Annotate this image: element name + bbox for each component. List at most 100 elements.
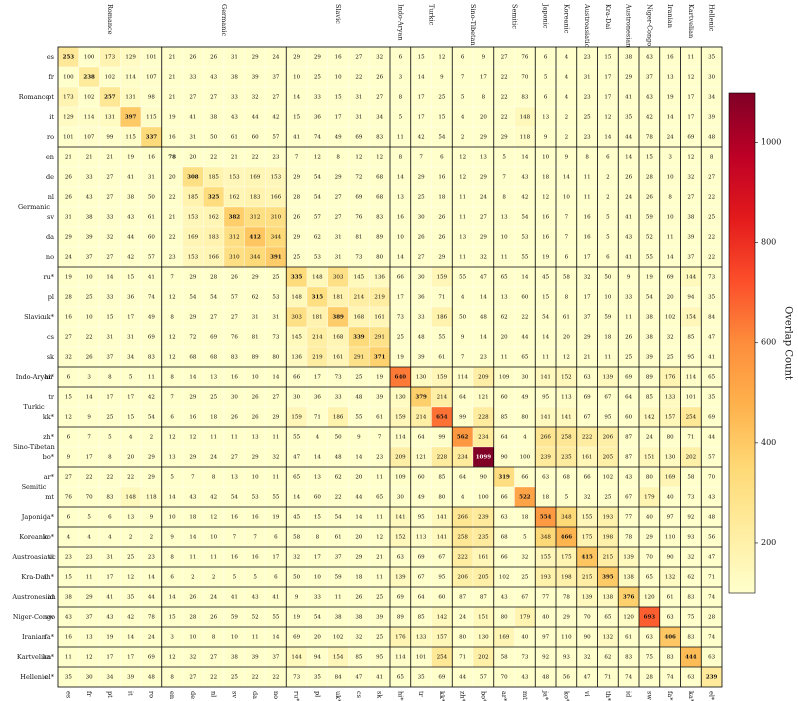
cell-value: 185 <box>208 175 219 181</box>
row-group-label: Niger-Congo <box>13 613 55 621</box>
cell-value: 14 <box>293 495 300 501</box>
row-group-label: Koreanic <box>19 533 49 541</box>
cell-value: 202 <box>478 655 489 661</box>
cell-value: 29 <box>501 135 508 141</box>
cell-value: 74 <box>625 675 632 681</box>
cell-value: 43 <box>65 615 72 621</box>
cell-value: 67 <box>584 415 591 421</box>
cell-value: 37 <box>86 255 93 261</box>
cell-value: 78 <box>625 535 632 541</box>
cell-value: 26 <box>625 335 632 341</box>
cell-value: 130 <box>665 455 676 461</box>
cell-value: 16 <box>65 315 72 321</box>
cell-value: 57 <box>480 675 487 681</box>
cell-value: 24 <box>65 255 72 261</box>
cell-value: 27 <box>376 95 383 101</box>
cell-value: 68 <box>376 175 383 181</box>
cell-value: 8 <box>399 95 403 101</box>
cell-value: 100 <box>520 455 531 461</box>
cell-value: 74 <box>708 595 715 601</box>
cell-value: 2 <box>150 535 154 541</box>
cell-value: 24 <box>272 55 279 61</box>
cell-value: 11 <box>86 575 93 581</box>
column-label: no <box>272 691 280 699</box>
cell-value: 38 <box>210 115 217 121</box>
cell-value: 29 <box>189 275 196 281</box>
cell-value: 26 <box>418 235 425 241</box>
cell-value: 34 <box>106 675 113 681</box>
cell-value: 69 <box>708 415 715 421</box>
cell-value: 34 <box>127 355 134 361</box>
cell-value: 38 <box>646 315 653 321</box>
cell-value: 406 <box>664 635 676 641</box>
cell-value: 17 <box>127 315 134 321</box>
cell-value: 640 <box>395 375 407 381</box>
cell-value: 20 <box>189 155 196 161</box>
column-group-label: Austroasiatic <box>583 3 591 48</box>
cell-value: 71 <box>459 655 466 661</box>
cell-value: 12 <box>438 55 445 61</box>
cell-value: 31 <box>355 115 362 121</box>
cell-value: 11 <box>272 435 279 441</box>
cell-value: 58 <box>293 535 300 541</box>
cell-value: 148 <box>520 115 531 121</box>
cell-value: 48 <box>148 675 155 681</box>
cell-value: 50 <box>335 435 342 441</box>
cell-value: 13 <box>210 375 217 381</box>
cell-value: 89 <box>252 355 259 361</box>
cell-value: 52 <box>646 235 653 241</box>
cell-value: 22 <box>521 315 528 321</box>
cell-value: 48 <box>335 455 342 461</box>
cell-value: 35 <box>708 395 715 401</box>
cell-value: 109 <box>499 375 510 381</box>
cell-value: 159 <box>437 275 448 281</box>
cell-value: 69 <box>438 675 445 681</box>
cell-value: 29 <box>272 415 279 421</box>
cell-value: 97 <box>667 515 674 521</box>
cell-value: 215 <box>582 575 593 581</box>
cell-value: 110 <box>561 635 572 641</box>
cell-value: 55 <box>521 255 528 261</box>
cell-value: 12 <box>65 415 72 421</box>
cell-value: 11 <box>584 195 591 201</box>
cell-value: 69 <box>148 335 155 341</box>
cell-value: 41 <box>148 275 155 281</box>
row-label: sw <box>45 613 54 621</box>
cell-value: 71 <box>708 575 715 581</box>
cell-value: 13 <box>501 295 508 301</box>
cell-value: 319 <box>498 475 510 481</box>
cell-value: 102 <box>603 475 614 481</box>
cell-value: 16 <box>252 515 259 521</box>
cell-value: 63 <box>687 675 694 681</box>
cell-value: 118 <box>520 135 531 141</box>
cell-value: 153 <box>271 175 282 181</box>
cell-value: 11 <box>542 355 549 361</box>
cell-value: 169 <box>250 175 261 181</box>
cell-value: 27 <box>231 455 238 461</box>
cell-value: 141 <box>437 535 448 541</box>
cell-value: 239 <box>706 675 718 681</box>
cell-value: 16 <box>584 235 591 241</box>
cell-value: 2 <box>606 175 610 181</box>
cell-value: 27 <box>231 315 238 321</box>
cell-value: 35 <box>65 675 72 681</box>
cell-value: 10 <box>667 215 674 221</box>
cell-value: 3 <box>87 375 91 381</box>
cell-value: 73 <box>521 655 528 661</box>
cell-value: 11 <box>65 655 72 661</box>
cell-value: 58 <box>501 655 508 661</box>
cell-value: 32 <box>584 655 591 661</box>
cell-value: 31 <box>272 315 279 321</box>
cell-value: 161 <box>333 355 344 361</box>
cell-value: 80 <box>272 355 279 361</box>
cell-value: 310 <box>271 215 282 221</box>
cell-value: 12 <box>86 655 93 661</box>
cell-value: 48 <box>355 395 362 401</box>
cell-value: 35 <box>418 675 425 681</box>
cell-value: 16 <box>542 215 549 221</box>
row-group-label: Iranian <box>22 633 46 641</box>
cell-value: 99 <box>459 415 466 421</box>
cell-value: 166 <box>271 195 282 201</box>
cell-value: 41 <box>293 135 300 141</box>
